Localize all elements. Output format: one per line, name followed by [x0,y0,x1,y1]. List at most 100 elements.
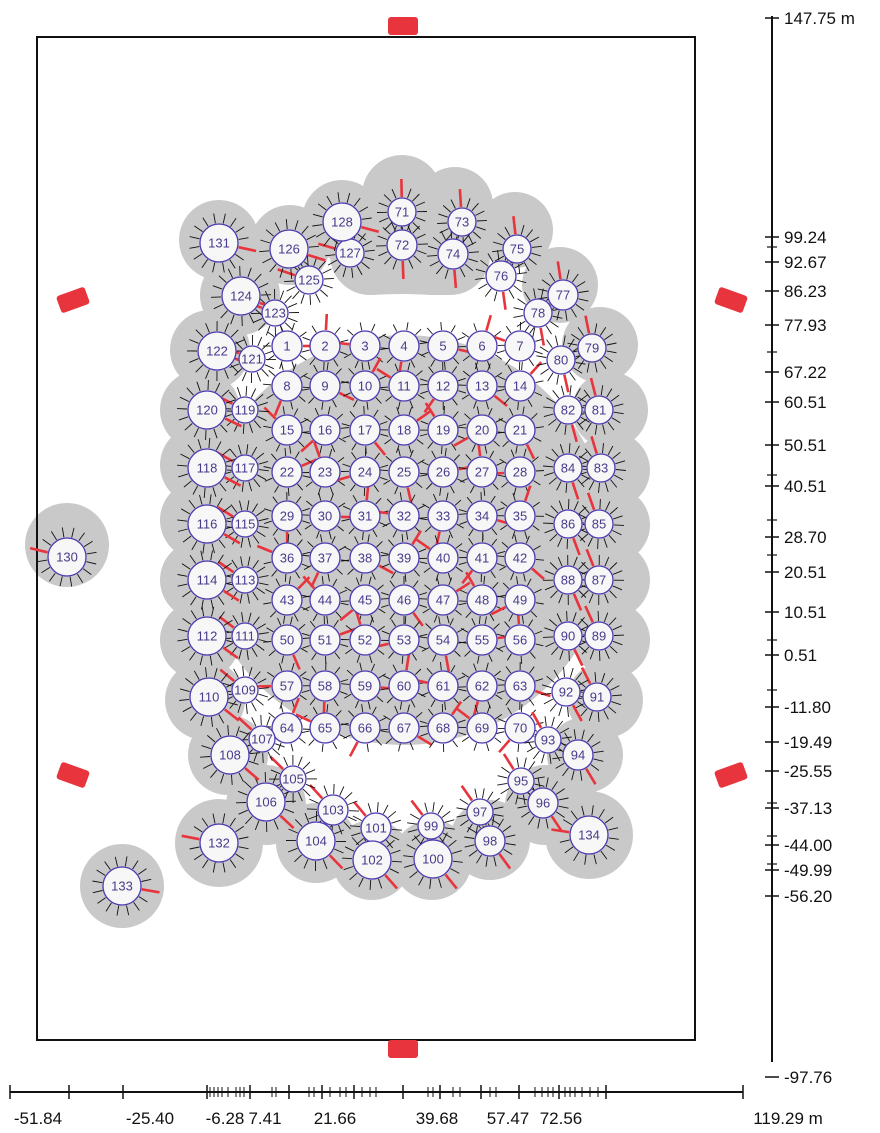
coverage-spike [452,740,459,748]
coverage-spike [492,241,503,246]
coverage-spike [290,743,294,752]
coverage-spike [533,288,536,299]
coverage-spike [212,813,216,824]
coverage-spike [458,732,467,736]
coverage-spike [465,611,472,619]
node-circle [586,453,616,483]
coverage-spike [454,499,462,506]
coverage-spike [242,336,248,347]
coverage-spike [213,213,216,224]
coverage-spike [337,457,345,463]
coverage-spike [494,714,503,720]
coverage-spike [302,507,310,512]
aim-spike [589,377,597,396]
node-label: 13 [475,379,489,394]
coverage-spike [343,821,351,830]
coverage-spike [513,315,524,318]
coverage-spike [180,508,191,515]
coverage-spike [406,322,409,331]
coverage-spike [473,231,482,239]
coverage-spike [419,474,428,477]
coverage-spike [463,695,470,702]
node-label: 7 [516,339,523,354]
coverage-spike [240,537,244,548]
coverage-spike [361,217,372,220]
speaker-layer [56,17,748,1058]
coverage-spike [551,716,555,727]
node-circle [466,370,498,402]
node-circle [349,542,381,574]
coverage-spike [372,706,377,715]
coverage-spike [367,361,371,370]
node-circle [231,510,259,538]
speaker-node: 60 [388,670,420,702]
aim-spike [411,530,422,546]
coverage-spike [441,811,451,818]
coverage-spike [604,333,613,340]
speaker-node: 6 [466,330,498,362]
speaker-node: 46 [388,584,420,616]
coverage-spike [426,667,433,675]
coverage-spike [409,400,414,409]
coverage-spike [464,844,475,848]
coverage-spike [569,385,572,396]
coverage-spike [188,499,196,509]
speaker-node: 74 [437,238,469,270]
y-axis-tick-label: -56.20 [784,887,832,906]
speaker-node: 30 [309,500,341,532]
coverage-spike [508,613,513,622]
coverage-spike [410,494,416,503]
coverage-spike [382,522,390,528]
node-circle [388,456,420,488]
coverage-spike [194,225,203,232]
coverage-spike [361,704,364,713]
coverage-spike [528,816,535,825]
speaker-node: 96 [527,787,559,819]
coverage-spike [528,358,535,366]
coverage-spike [349,411,356,418]
coverage-spike [531,252,542,257]
coverage-spike [524,531,528,540]
coverage-spike [369,655,373,664]
coverage-spike [189,236,200,240]
coverage-spike [558,706,563,717]
coverage-spike [351,267,354,278]
coverage-spike [296,539,303,546]
y-axis-tick-label: -37.13 [784,799,832,818]
coverage-spike [264,520,272,525]
coverage-spike [485,856,488,867]
coverage-spike [494,670,501,677]
coverage-spike [493,291,498,302]
speaker-node: 16 [309,414,341,446]
x-axis-tick-label: 7.41 [248,1109,281,1128]
speaker-node: 15 [271,414,303,446]
coverage-spike [409,813,420,820]
node-label: 15 [280,423,294,438]
aim-spike [502,753,515,770]
coverage-spike [380,730,389,733]
coverage-spike [253,478,261,488]
coverage-spike [407,362,411,371]
coverage-spike [301,632,310,637]
node-circle [553,395,583,425]
coverage-spike [309,798,319,804]
node-circle [271,370,303,402]
coverage-spike [550,505,559,514]
coverage-spike [246,649,249,660]
node-label: 121 [241,352,263,367]
coverage-spike [273,820,279,830]
coverage-spike [552,756,563,760]
node-circle [309,624,341,656]
coverage-spike [364,256,375,261]
coverage-spike [275,743,285,748]
node-circle [553,565,583,595]
node-circle [349,584,381,616]
coverage-spike [544,716,547,727]
coverage-spike [578,590,587,598]
coverage-spike [546,675,555,683]
coverage-spike [524,741,535,744]
coverage-spike [444,827,455,830]
coverage-spike [257,678,267,684]
speaker-node: 12 [427,370,459,402]
coverage-spike [406,844,416,850]
